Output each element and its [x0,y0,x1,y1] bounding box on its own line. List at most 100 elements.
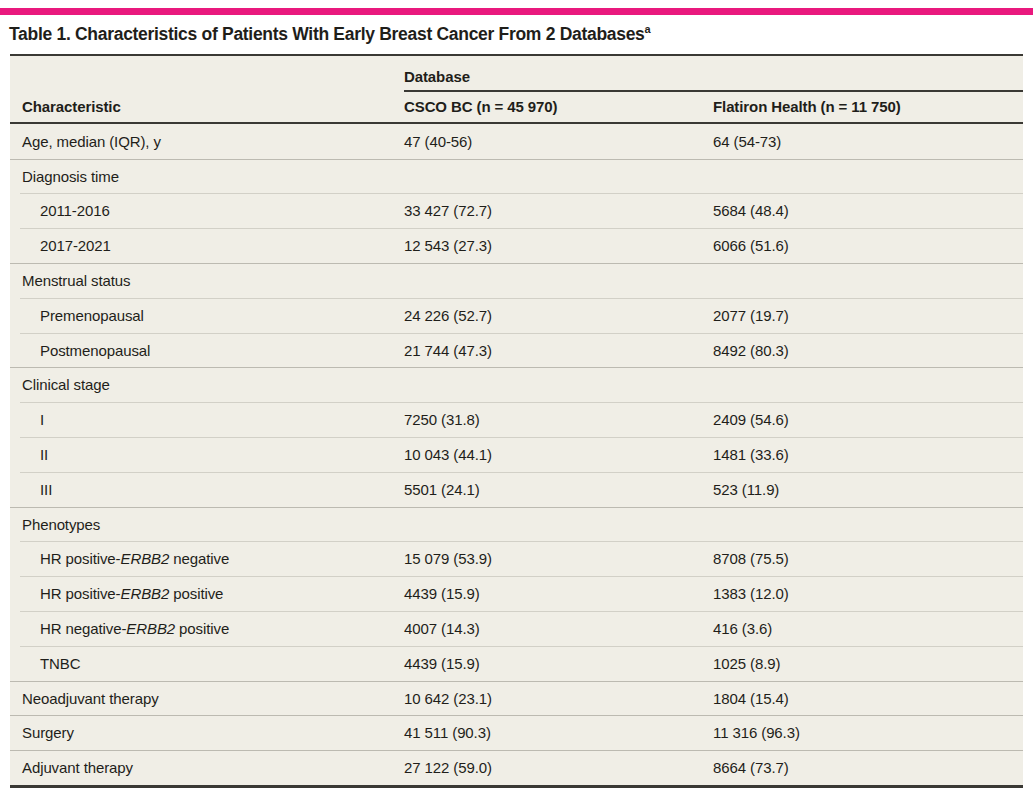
row-label-text: HR negative- [40,620,126,637]
row-label: HR negative-ERBB2 positive [10,620,404,637]
row-label: I [10,411,404,428]
flatiron-health-value: 1481 (33.6) [713,446,1023,463]
row-label-text: 2017-2021 [40,237,111,254]
row-label-text: II [40,446,48,463]
row-label: Neoadjuvant therapy [10,690,404,707]
table-group-row: Menstrual status [10,263,1023,298]
row-label-text: positive [169,585,223,602]
row-label: Adjuvant therapy [10,759,404,776]
flatiron-health-value: 1383 (12.0) [713,585,1023,602]
table-row: HR positive-ERBB2 negative15 079 (53.9)8… [10,541,1023,576]
csco-bc-value: 4007 (14.3) [404,620,713,637]
csco-bc-value: 7250 (31.8) [404,411,713,428]
row-label: HR positive-ERBB2 positive [10,585,404,602]
flatiron-health-value: 416 (3.6) [713,620,1023,637]
flatiron-health-value: 6066 (51.6) [713,237,1023,254]
row-label-text: HR positive- [40,550,121,567]
table-row: III 5501 (24.1)523 (11.9) [10,472,1023,507]
table-row: 2017-2021 12 543 (27.3)6066 (51.6) [10,228,1023,263]
table-row: TNBC 4439 (15.9)1025 (8.9) [10,646,1023,681]
footnote-marker: a [645,23,651,35]
table-row: Age, median (IQR), y47 (40-56)64 (54-73) [10,124,1023,159]
row-label: Clinical stage [10,376,404,393]
table-group-row: Clinical stage [10,367,1023,402]
row-label-text: Adjuvant therapy [22,759,133,776]
row-label-text: Neoadjuvant therapy [22,690,159,707]
row-label-text: HR positive- [40,585,121,602]
column-header-csco-bc: CSCO BC (n = 45 970) [404,98,713,115]
csco-bc-value: 15 079 (53.9) [404,550,713,567]
row-label: HR positive-ERBB2 negative [10,550,404,567]
flatiron-health-value: 8492 (80.3) [713,342,1023,359]
accent-bar [0,8,1033,15]
row-label: 2017-2021 [10,237,404,254]
csco-bc-value: 10 642 (23.1) [404,690,713,707]
csco-bc-value: 4439 (15.9) [404,655,713,672]
row-label: Premenopausal [10,307,404,324]
header-spacer-cell [10,56,404,92]
table-row: HR positive-ERBB2 positive4439 (15.9)138… [10,576,1023,611]
flatiron-health-value: 5684 (48.4) [713,202,1023,219]
table-row: Postmenopausal 21 744 (47.3)8492 (80.3) [10,333,1023,368]
row-label-text: TNBC [40,655,80,672]
csco-bc-value: 24 226 (52.7) [404,307,713,324]
table-header: Database Characteristic CSCO BC (n = 45 … [10,56,1023,124]
table-group-row: Diagnosis time [10,159,1023,194]
database-group-header: Database [404,60,1023,92]
flatiron-health-value: 8664 (73.7) [713,759,1023,776]
flatiron-health-value: 1804 (15.4) [713,690,1023,707]
table-row: II 10 043 (44.1)1481 (33.6) [10,437,1023,472]
table-row: 2011-2016 33 427 (72.7)5684 (48.4) [10,193,1023,228]
header-columns-row: Characteristic CSCO BC (n = 45 970) Flat… [10,92,1023,124]
row-label-text: Premenopausal [40,307,144,324]
row-label-text: Menstrual status [22,272,130,289]
csco-bc-value: 12 543 (27.3) [404,237,713,254]
header-group-row: Database [10,56,1023,92]
csco-bc-value: 47 (40-56) [404,133,713,150]
row-label-gene-symbol: ERBB2 [126,620,175,637]
csco-bc-value: 41 511 (90.3) [404,724,713,741]
csco-bc-value: 21 744 (47.3) [404,342,713,359]
flatiron-health-value: 11 316 (96.3) [713,724,1023,741]
csco-bc-value: 27 122 (59.0) [404,759,713,776]
csco-bc-value: 33 427 (72.7) [404,202,713,219]
row-label-text: III [40,481,52,498]
table-row: Neoadjuvant therapy 10 642 (23.1)1804 (15… [10,681,1023,716]
row-label-text: Age, median (IQR), y [22,133,161,150]
row-label: Age, median (IQR), y [10,133,404,150]
csco-bc-value: 5501 (24.1) [404,481,713,498]
row-label-gene-symbol: ERBB2 [121,585,170,602]
row-label: Diagnosis time [10,168,404,185]
table-group-row: Phenotypes [10,507,1023,542]
csco-bc-value: 10 043 (44.1) [404,446,713,463]
row-label: Postmenopausal [10,342,404,359]
row-label-text: positive [175,620,229,637]
flatiron-health-value: 1025 (8.9) [713,655,1023,672]
row-label: III [10,481,404,498]
row-label-text: negative [169,550,229,567]
row-label-text: Clinical stage [22,376,110,393]
row-label-text: Postmenopausal [40,342,150,359]
row-label-text: 2011-2016 [40,202,110,219]
row-label: Surgery [10,724,404,741]
flatiron-health-value: 2409 (54.6) [713,411,1023,428]
row-label: Menstrual status [10,272,404,289]
table-row: Premenopausal 24 226 (52.7)2077 (19.7) [10,298,1023,333]
row-label-gene-symbol: ERBB2 [121,550,170,567]
characteristics-table: Database Characteristic CSCO BC (n = 45 … [10,54,1023,788]
row-label: Phenotypes [10,516,404,533]
table-row: I 7250 (31.8)2409 (54.6) [10,402,1023,437]
table-row: HR negative-ERBB2 positive4007 (14.3)416… [10,611,1023,646]
row-label: TNBC [10,655,404,672]
row-label-text: I [40,411,44,428]
row-label-text: Diagnosis time [22,168,119,185]
table-row: Adjuvant therapy 27 122 (59.0)8664 (73.7) [10,750,1023,785]
table-row: Surgery41 511 (90.3)11 316 (96.3) [10,715,1023,750]
page: Table 1. Characteristics of Patients Wit… [0,8,1033,788]
flatiron-health-value: 2077 (19.7) [713,307,1023,324]
table-title-text: Table 1. Characteristics of Patients Wit… [9,24,645,44]
column-header-flatiron-health: Flatiron Health (n = 11 750) [713,98,1023,115]
column-header-characteristic: Characteristic [10,98,404,115]
flatiron-health-value: 523 (11.9) [713,481,1023,498]
flatiron-health-value: 8708 (75.5) [713,550,1023,567]
